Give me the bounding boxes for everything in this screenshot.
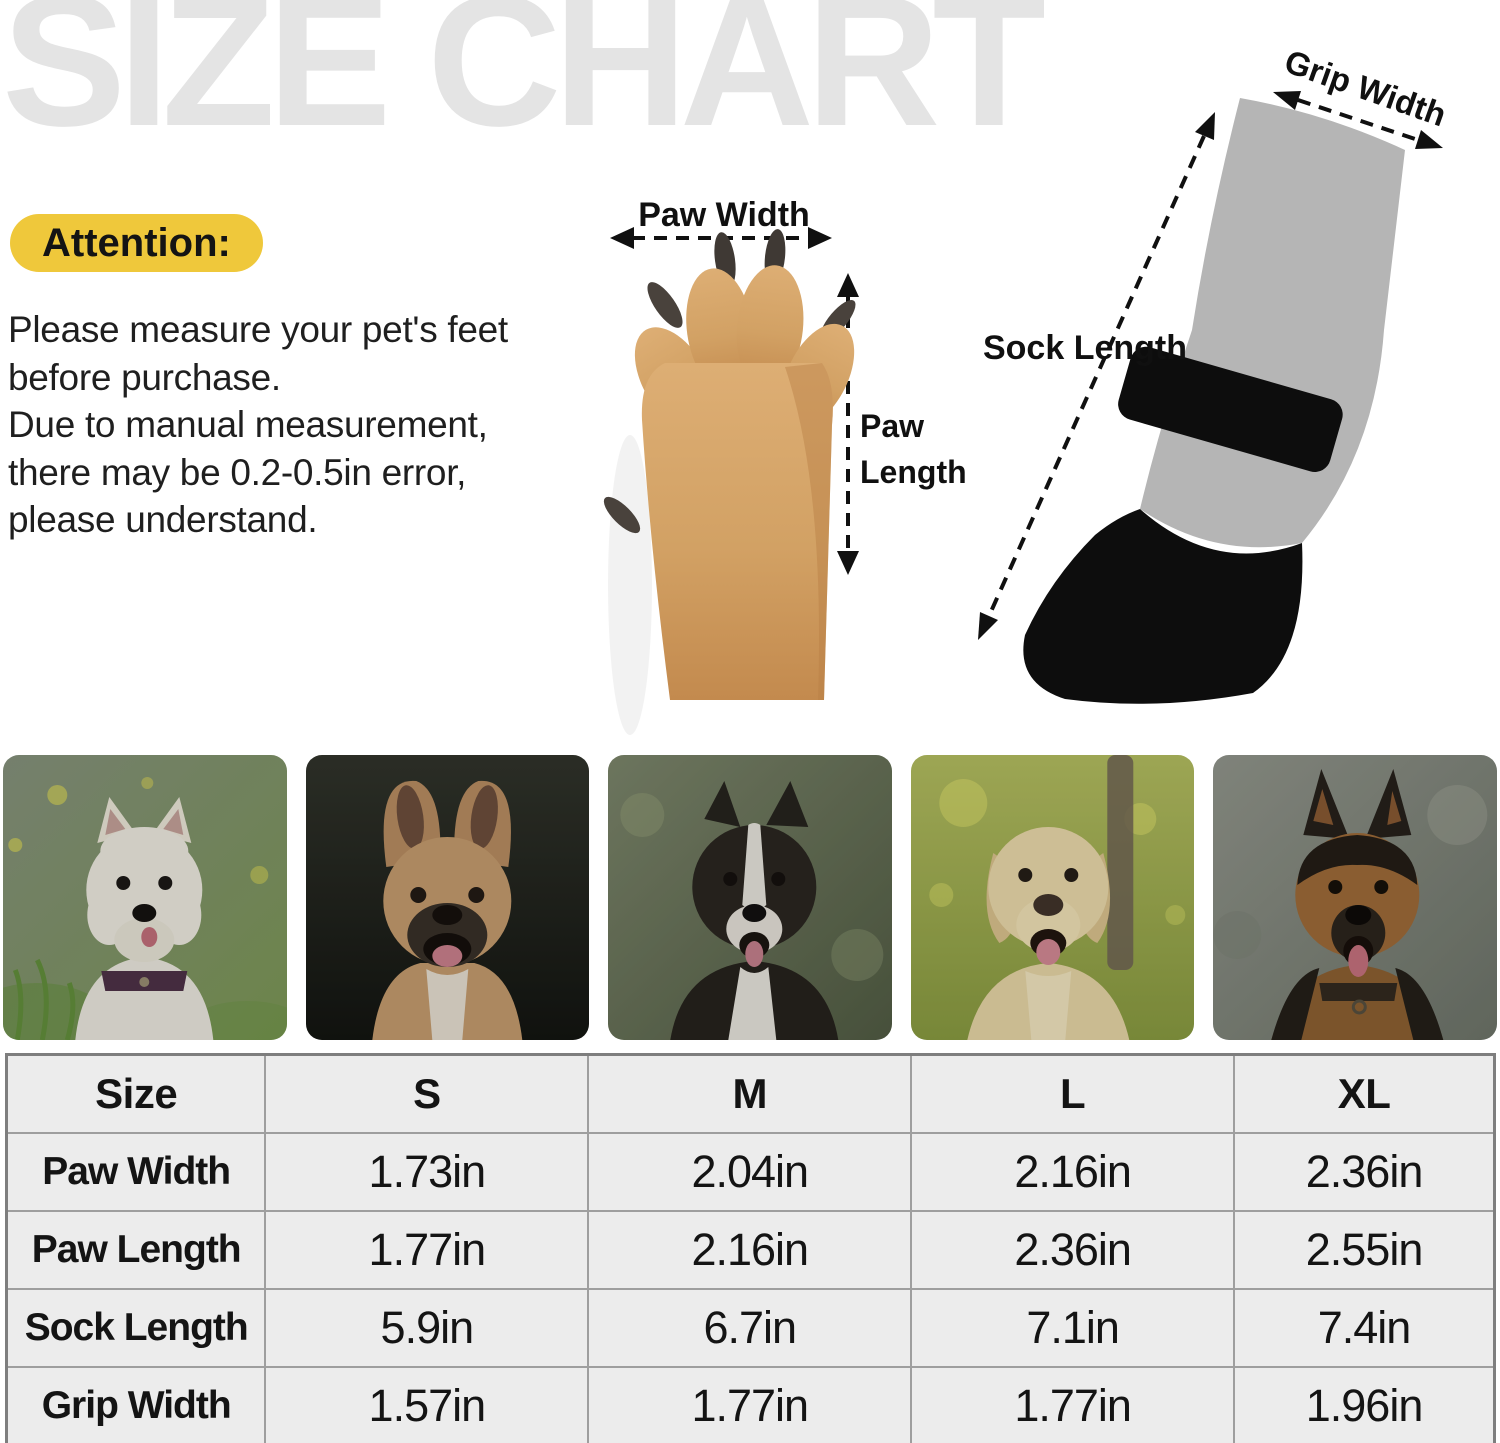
value-cell: 1.77in	[264, 1210, 590, 1290]
attention-badge-label: Attention:	[42, 221, 231, 265]
sock-measurement-diagram: Grip Width Sock Length	[978, 42, 1451, 704]
value-cell: 2.36in	[910, 1210, 1236, 1290]
attention-note: Please measure your pet's feet before pu…	[8, 306, 593, 544]
value-cell: 1.77in	[910, 1366, 1236, 1443]
header-cell-size: Size	[5, 1053, 267, 1134]
value-cell: 7.1in	[910, 1288, 1236, 1368]
sock-length-arrow-icon	[978, 112, 1215, 640]
dog-photos-row	[0, 755, 1500, 1040]
value-cell: 1.73in	[264, 1132, 590, 1212]
table-row-paw-width: Paw Width 1.73in 2.04in 2.16in 2.36in	[5, 1132, 1496, 1212]
dog-photo-west-highland-white-terrier	[3, 755, 287, 1040]
paw-length-label: Paw	[860, 408, 924, 444]
attention-note-line: Due to manual measurement,	[8, 404, 488, 445]
header-cell-m: M	[587, 1053, 913, 1134]
table-row-paw-length: Paw Length 1.77in 2.16in 2.36in 2.55in	[5, 1210, 1496, 1290]
paw-length-arrow-icon	[837, 273, 859, 575]
dog-photo-border-collie	[608, 755, 892, 1040]
dog-photo-french-bulldog	[305, 755, 590, 1040]
paw-length-label: Length	[860, 454, 967, 490]
dog-photo-german-shepherd	[1213, 755, 1497, 1040]
grip-width-arrow-icon	[1273, 91, 1443, 149]
attention-note-line: please understand.	[8, 499, 318, 540]
value-cell: 7.4in	[1233, 1288, 1496, 1368]
row-label: Sock Length	[5, 1288, 267, 1368]
paw-measurement-diagram: Paw Width Paw Length	[603, 196, 967, 735]
value-cell: 1.96in	[1233, 1366, 1496, 1443]
page-title: SIZE CHART	[2, 0, 1046, 165]
paw-width-label: Paw Width	[638, 196, 810, 234]
attention-note-line: before purchase.	[8, 356, 281, 398]
size-table-header-row: Size S M L XL	[5, 1053, 1496, 1134]
value-cell: 2.55in	[1233, 1210, 1496, 1290]
attention-note-line: there may be 0.2-0.5in error,	[8, 451, 467, 493]
value-cell: 6.7in	[587, 1288, 913, 1368]
attention-note-line: Please measure your pet's feet	[8, 309, 508, 350]
dog-photo-labrador-retriever	[910, 755, 1195, 1040]
value-cell: 2.16in	[587, 1210, 913, 1290]
table-row-sock-length: Sock Length 5.9in 6.7in 7.1in 7.4in	[5, 1288, 1496, 1368]
attention-badge: Attention:	[10, 214, 263, 272]
value-cell: 1.57in	[264, 1366, 590, 1443]
sock-length-label: Sock Length	[983, 329, 1187, 367]
size-table: Size S M L XL Paw Width 1.73in 2.04in 2.…	[5, 1053, 1496, 1443]
value-cell: 2.36in	[1233, 1132, 1496, 1212]
value-cell: 5.9in	[264, 1288, 590, 1368]
paw-photo	[603, 229, 856, 735]
header-cell-l: L	[910, 1053, 1236, 1134]
value-cell: 2.04in	[587, 1132, 913, 1212]
value-cell: 1.77in	[587, 1366, 913, 1443]
header-cell-xl: XL	[1233, 1053, 1496, 1134]
row-label: Paw Width	[5, 1132, 267, 1212]
row-label: Grip Width	[5, 1366, 267, 1443]
header-cell-s: S	[264, 1053, 590, 1134]
sock-illustration	[1023, 98, 1405, 704]
value-cell: 2.16in	[910, 1132, 1236, 1212]
row-label: Paw Length	[5, 1210, 267, 1290]
table-row-grip-width: Grip Width 1.57in 1.77in 1.77in 1.96in	[5, 1366, 1496, 1443]
